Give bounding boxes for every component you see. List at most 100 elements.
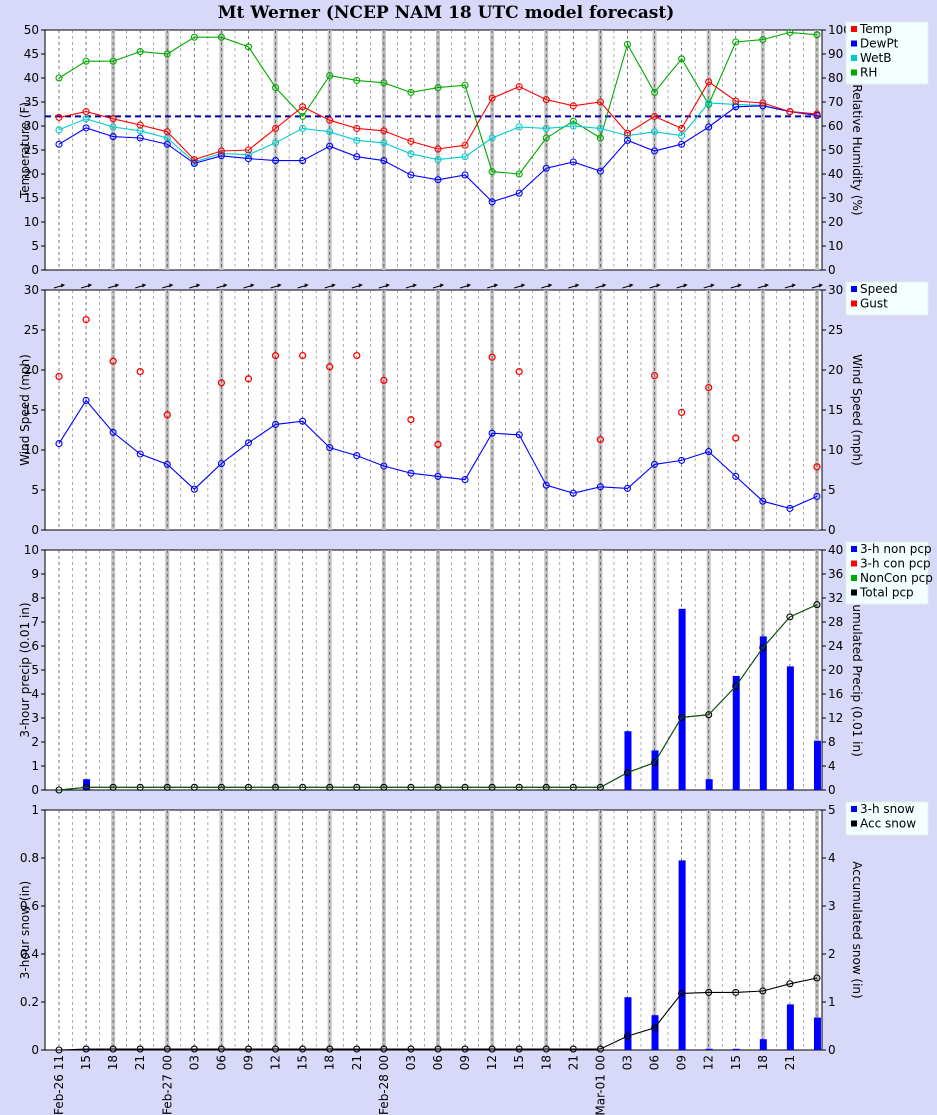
precip-bar [813,740,821,790]
x-tick-label: Mar-01 00 [593,1055,607,1115]
temp-point [488,94,496,102]
x-tick-label: 21 [133,1055,147,1070]
acc-snow-point [434,1045,442,1053]
speed-point [299,417,307,425]
x-tick-label: Feb-27 00 [160,1055,174,1115]
gust-point [82,315,90,324]
speed-point [650,460,659,468]
wind-arrow-icon [514,283,526,289]
ytick-label: 0 [31,263,39,277]
x-tick-label: 09 [241,1055,255,1070]
dewpt-point [569,158,577,166]
panel-3: 0 0.2 0.4 0.6 0.8 1 0 1 2 3 4 5 3-hour snow (in) Accu… [18,801,929,1057]
speed-point [515,431,523,439]
speed-point [569,489,577,497]
gust-point [326,363,334,371]
noncon-line [58,604,818,791]
temp-point [299,103,307,111]
wind-arrow-icon [243,283,255,289]
x-tick-label: 06 [431,1055,445,1070]
rh-point [515,170,523,178]
rh-point [650,88,659,96]
rh-point [163,50,171,58]
ytick-right-label: 70 [828,95,843,109]
legend-label: 3-h con pcp [860,557,931,571]
legend-label: Speed [860,282,898,296]
legend-box [845,801,929,836]
rh-point [678,55,686,63]
wind-arrow-icon [541,283,553,289]
legend-swatch [851,575,857,581]
gust-point [407,415,415,424]
legend-swatch [851,55,857,61]
wetb-point [380,139,388,147]
wetb-point [678,132,686,140]
snow-bar [678,860,686,1050]
wind-arrow-icon [676,283,688,289]
precip-bar [624,731,632,790]
rh-point [82,57,90,65]
x-tick-label: Feb-28 00 [377,1055,391,1115]
plot-area [44,549,823,791]
ytick-label: 20 [24,167,39,181]
ytick-right-label: 2 [828,947,836,961]
ytick-right-label: 20 [828,363,843,377]
x-tick-label: 18 [539,1055,553,1070]
temp-point [569,102,577,110]
legend-label: NonCon pcp [860,571,933,585]
acc-snow-point [705,988,713,996]
gust-point [677,408,686,417]
wind-arrow-icon [162,283,174,289]
rh-point [786,28,794,36]
acc-snow-point [569,1045,577,1053]
legend-label: Total pcp [859,586,914,600]
acc-precip-point [732,682,740,690]
temp-point [542,96,550,104]
dewpt-point [461,171,469,179]
dewpt-line [58,105,818,203]
ytick-right-label: 10 [828,239,843,253]
ytick-label: 8 [31,591,39,605]
rh-point [434,84,442,92]
ytick-label: 0.6 [20,899,39,913]
acc-precip-point [623,769,632,777]
gust-point [163,411,171,419]
legend-swatch [851,546,857,552]
acc-precip-point [813,601,821,609]
wetb-point [488,134,496,142]
speed-point [353,452,361,460]
acc-snow-line [58,977,818,1051]
gust-point [732,434,740,442]
gust-point [434,440,442,449]
legend-box [845,281,929,316]
x-tick-label: 03 [404,1055,418,1070]
dewpt-point [326,142,334,150]
ytick-label: 1 [31,759,39,773]
wetb-point [82,115,90,123]
ytick-right-label: 30 [828,283,843,297]
x-tick-label: 09 [458,1055,472,1070]
ytick-right-label: 36 [828,567,843,581]
dewpt-point [353,153,361,161]
rh-point [272,84,280,92]
temp-point [515,83,523,91]
temp-point [623,129,632,137]
wind-arrow-icon [351,283,363,289]
ytick-right-label: 50 [828,143,843,157]
speed-point [759,497,767,505]
ytick-right-label: 40 [828,167,843,181]
snow-bar [759,1039,767,1050]
dewpt-point [190,159,198,167]
acc-precip-point [650,759,659,767]
wind-arrow-icon [216,283,228,289]
ytick-label: 1 [31,803,39,817]
dewpt-point [650,147,659,155]
ytick-right-label: 20 [828,215,843,229]
x-tick-label: 12 [269,1055,283,1070]
acc-precip-point [759,644,767,652]
rh-point [569,117,577,125]
wetb-point [272,139,280,147]
gust-point [596,435,605,444]
snow-bar [786,1004,794,1050]
